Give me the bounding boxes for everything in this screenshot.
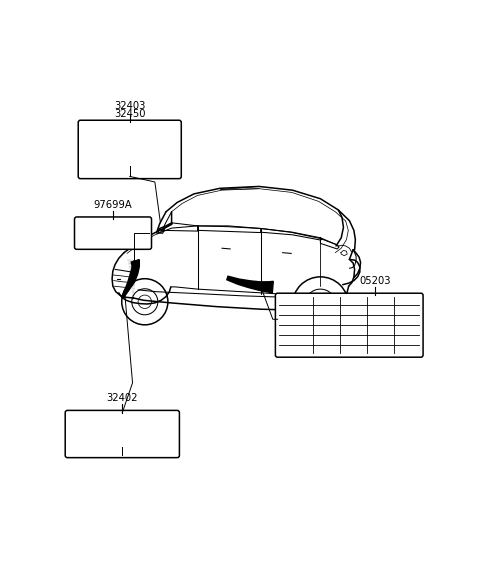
Text: 32450: 32450 [114,108,145,119]
Text: 05203: 05203 [359,276,391,286]
Text: 32402: 32402 [107,393,138,403]
FancyBboxPatch shape [78,120,181,179]
Polygon shape [122,261,135,298]
Text: 32403: 32403 [114,101,145,111]
Polygon shape [122,259,139,298]
FancyBboxPatch shape [74,217,152,249]
FancyBboxPatch shape [65,410,180,457]
Text: 97699A: 97699A [94,200,132,210]
FancyBboxPatch shape [276,293,423,357]
Polygon shape [227,276,273,293]
